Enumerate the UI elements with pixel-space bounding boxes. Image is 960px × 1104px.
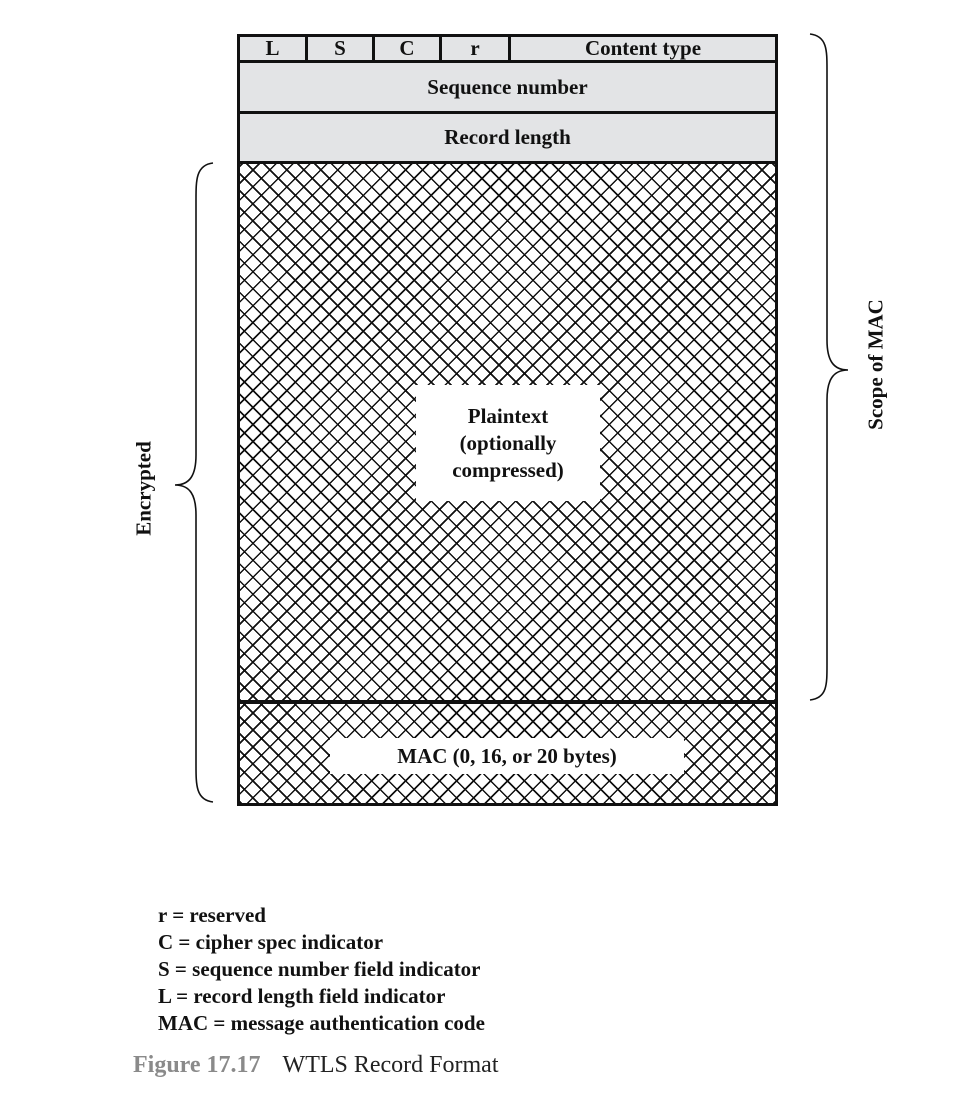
flag-r-cell: r xyxy=(442,36,511,60)
legend-item-r: r = reserved xyxy=(158,903,266,927)
encrypted-brace xyxy=(174,162,214,803)
figure-number: Figure 17.17 xyxy=(133,1052,261,1078)
flag-s-cell: S xyxy=(308,36,375,60)
legend: r = reserved C = cipher spec indicator S… xyxy=(158,902,485,1037)
scope-of-mac-label: Scope of MAC xyxy=(863,299,888,430)
figure-title: WTLS Record Format xyxy=(282,1052,499,1078)
record-length-field: Record length xyxy=(237,111,778,164)
encrypted-label: Encrypted xyxy=(131,441,156,536)
legend-item-c: C = cipher spec indicator xyxy=(158,930,384,954)
flag-l-cell: L xyxy=(240,36,308,60)
legend-item-s: S = sequence number field indicator xyxy=(158,957,481,981)
flag-c-cell: C xyxy=(375,36,442,60)
scope-of-mac-brace xyxy=(809,33,849,701)
figure-caption: Figure 17.17 WTLS Record Format xyxy=(133,1052,499,1079)
plaintext-line-2: (optionally xyxy=(459,430,557,455)
plaintext-label-box: Plaintext (optionally compressed) xyxy=(416,385,600,501)
content-type-cell: Content type xyxy=(584,36,702,60)
legend-item-mac: MAC = message authentication code xyxy=(158,1011,485,1035)
legend-item-l: L = record length field indicator xyxy=(158,984,446,1008)
mac-divider xyxy=(237,700,778,704)
plaintext-line-3: compressed) xyxy=(452,457,564,482)
flags-row: L S C r Content type xyxy=(237,34,778,63)
mac-field-label: MAC (0, 16, or 20 bytes) xyxy=(330,738,684,774)
plaintext-line-1: Plaintext xyxy=(467,403,549,428)
